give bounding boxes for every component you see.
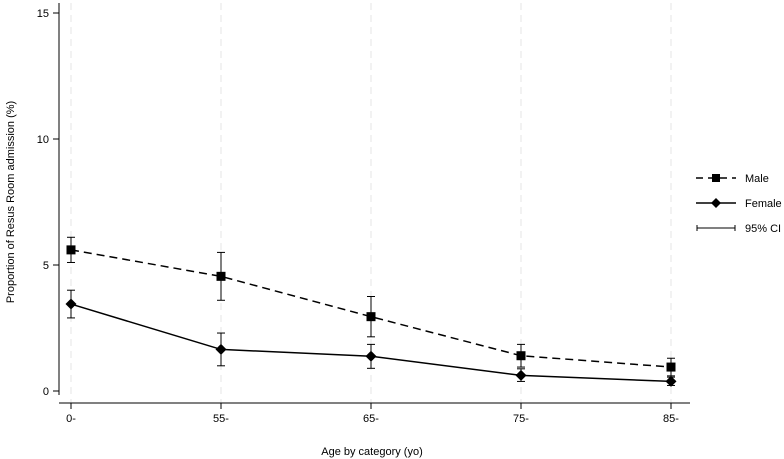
x-tick-label-3: 75- bbox=[513, 413, 529, 425]
female-point-2 bbox=[365, 350, 377, 362]
x-tick-label-2: 65- bbox=[363, 413, 379, 425]
female-point-4 bbox=[665, 375, 677, 387]
female-point-1 bbox=[215, 343, 227, 355]
x-tick-label-4: 85- bbox=[663, 413, 679, 425]
legend-ci-label: 95% CI bbox=[745, 223, 781, 235]
y-tick-label-1: 5 bbox=[43, 260, 49, 272]
y-tick-label-0: 0 bbox=[43, 386, 49, 398]
male-point-1 bbox=[216, 271, 226, 281]
grid-lines bbox=[70, 3, 672, 403]
legend-female-marker bbox=[711, 198, 721, 208]
legend-item-female: Female bbox=[696, 198, 782, 210]
y-axis-label: Proportion of Resus Room admission (%) bbox=[5, 101, 17, 303]
male-point-0 bbox=[66, 245, 76, 255]
y-tick-label-3: 15 bbox=[37, 8, 49, 20]
x-tick-label-0: 0- bbox=[66, 413, 76, 425]
series-markers bbox=[65, 245, 677, 387]
legend-male-marker bbox=[712, 174, 720, 182]
female-point-3 bbox=[515, 369, 527, 381]
legend-female-label: Female bbox=[745, 198, 782, 210]
male-point-4 bbox=[666, 362, 676, 372]
male-point-2 bbox=[366, 312, 376, 322]
y-tick-label-2: 10 bbox=[37, 134, 49, 146]
legend-male-label: Male bbox=[745, 173, 769, 185]
legend-item-ci: 95% CI bbox=[696, 223, 781, 235]
x-tick-label-1: 55- bbox=[213, 413, 229, 425]
x-ticks: 0- 55- 65- 75- 85- bbox=[66, 403, 679, 425]
legend: Male Female 95% CI bbox=[696, 173, 782, 235]
legend-item-male: Male bbox=[696, 173, 769, 185]
male-point-3 bbox=[516, 351, 526, 361]
male-line bbox=[70, 249, 672, 368]
x-axis-label: Age by category (yo) bbox=[321, 446, 423, 458]
female-point-0 bbox=[65, 298, 77, 310]
ci-bars bbox=[67, 236, 675, 386]
y-ticks: 0 5 10 15 bbox=[37, 8, 59, 398]
